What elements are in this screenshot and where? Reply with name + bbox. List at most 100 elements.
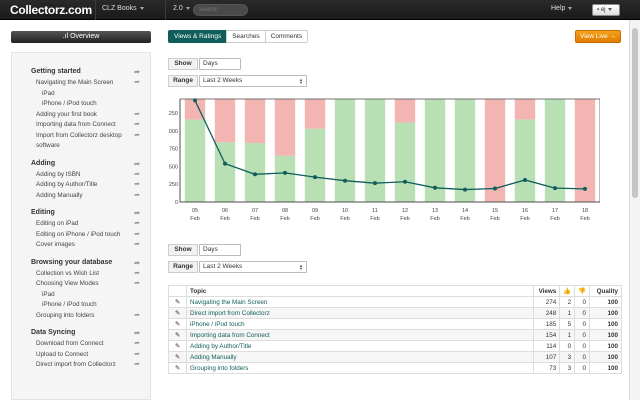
sidebar-section-title[interactable]: Getting started ➦	[12, 68, 150, 76]
tab-searches[interactable]: Searches	[226, 30, 266, 43]
share-arrow-icon[interactable]: ➦	[134, 340, 140, 347]
views-point[interactable]	[313, 175, 317, 180]
sidebar-item[interactable]: Importing data from Connect ➦	[12, 120, 150, 131]
edit-pencil-icon[interactable]: ✎	[168, 307, 187, 319]
sidebar-item[interactable]: iPad	[12, 290, 150, 301]
show-select[interactable]: Days	[199, 244, 241, 256]
negative-bar[interactable]	[184, 99, 206, 120]
sidebar-section-title[interactable]: Browsing your database ➦	[12, 259, 150, 267]
table-row[interactable]: ✎ iPhone / iPod touch 185 5 0 100	[168, 318, 622, 330]
positive-bar[interactable]	[514, 119, 536, 202]
negative-bar[interactable]	[514, 99, 536, 120]
share-arrow-icon[interactable]: ➦	[134, 110, 140, 118]
views-point[interactable]	[463, 187, 467, 192]
topic-cell[interactable]: Importing data from Connect	[185, 329, 535, 341]
views-point[interactable]	[223, 161, 227, 166]
views-point[interactable]	[283, 170, 287, 175]
help-dropdown[interactable]: Help	[551, 5, 573, 12]
share-arrow-icon[interactable]: ➦	[134, 230, 140, 238]
negative-bar[interactable]	[394, 99, 416, 123]
table-row[interactable]: ✎ Navigating the Main Screen 274 2 0 100	[168, 296, 622, 308]
sidebar-item[interactable]: iPhone / iPod touch	[12, 300, 150, 311]
share-arrow-icon[interactable]: ➦	[134, 269, 140, 277]
edit-pencil-icon[interactable]: ✎	[168, 340, 187, 352]
positive-bar[interactable]	[394, 122, 416, 202]
views-point[interactable]	[433, 185, 437, 190]
share-arrow-icon[interactable]: ➦	[134, 79, 140, 86]
views-point[interactable]	[523, 177, 527, 182]
share-arrow-icon[interactable]: ➦	[134, 170, 140, 178]
views-column-header[interactable]: Views	[533, 285, 561, 297]
version-dropdown[interactable]: 2.0	[173, 5, 190, 12]
views-point[interactable]	[373, 181, 377, 186]
negative-bar[interactable]	[274, 99, 296, 156]
views-point[interactable]	[343, 178, 347, 183]
share-arrow-icon[interactable]: ➦	[134, 241, 140, 248]
views-point[interactable]	[583, 186, 587, 191]
share-arrow-icon[interactable]: ➦	[134, 259, 140, 267]
share-arrow-icon[interactable]: ➦	[134, 160, 140, 168]
sidebar-item[interactable]: Upload to Connect ➦	[12, 350, 150, 361]
share-arrow-icon[interactable]: ➦	[134, 311, 140, 319]
search-input[interactable]	[193, 4, 248, 16]
sidebar-item[interactable]: Grouping into folders ➦	[12, 311, 150, 322]
thumbs-up-icon[interactable]: 👍	[559, 285, 576, 297]
edit-pencil-icon[interactable]: ✎	[168, 318, 187, 330]
range-select[interactable]: Last 2 Weeks ▲ ▼	[199, 261, 307, 273]
sidebar-item[interactable]: Adding by Author/Title ➦	[12, 180, 150, 191]
sidebar-item[interactable]: iPhone / iPod touch	[12, 99, 150, 110]
sidebar-item[interactable]: Import from Collectorz desktop software ➦	[12, 131, 150, 152]
topic-cell[interactable]: iPhone / iPod touch	[185, 318, 535, 330]
sidebar-item[interactable]: Editing on iPad ➦	[12, 219, 150, 230]
sidebar-item[interactable]: Navigating the Main Screen ➦	[12, 78, 150, 89]
share-arrow-icon[interactable]: ➦	[134, 191, 140, 199]
edit-pencil-icon[interactable]: ✎	[168, 329, 187, 341]
share-arrow-icon[interactable]: ➦	[134, 181, 140, 188]
positive-bar[interactable]	[274, 155, 296, 202]
views-point[interactable]	[493, 186, 497, 191]
positive-bar[interactable]	[304, 128, 326, 202]
thumbs-down-icon[interactable]: 👎	[574, 285, 590, 297]
sidebar-section-title[interactable]: Data Syncing ➦	[12, 329, 150, 337]
sidebar-item[interactable]: Editing on iPhone / iPod touch ➦	[12, 230, 150, 241]
table-row[interactable]: ✎ Grouping into folders 73 3 0 100	[168, 362, 622, 374]
sidebar-item[interactable]: iPad	[12, 89, 150, 100]
sidebar-item[interactable]: Collection vs Wish List ➦	[12, 269, 150, 280]
view-live-button[interactable]: View Live →	[575, 30, 621, 43]
scrollbar-thumb[interactable]	[632, 28, 638, 198]
table-row[interactable]: ✎ Importing data from Connect 154 1 0 100	[168, 329, 622, 341]
sidebar-item[interactable]: Adding by ISBN ➦	[12, 170, 150, 181]
negative-bar[interactable]	[484, 99, 506, 202]
share-arrow-icon[interactable]: ➦	[134, 69, 140, 76]
share-arrow-icon[interactable]: ➦	[134, 121, 140, 128]
range-select[interactable]: Last 2 Weeks ▲ ▼	[199, 75, 307, 87]
user-menu-button[interactable]: ▪ ej	[592, 4, 620, 16]
negative-bar[interactable]	[574, 99, 596, 202]
edit-pencil-icon[interactable]: ✎	[168, 351, 187, 363]
share-arrow-icon[interactable]: ➦	[134, 330, 140, 337]
views-point[interactable]	[193, 98, 197, 103]
positive-bar[interactable]	[454, 99, 476, 202]
views-point[interactable]	[403, 179, 407, 184]
topic-cell[interactable]: Adding by Author/Title	[185, 340, 535, 352]
page-scrollbar[interactable]	[629, 20, 640, 400]
share-arrow-icon[interactable]: ➦	[134, 210, 140, 217]
views-point[interactable]	[553, 186, 557, 191]
overview-button[interactable]: .ıl Overview	[11, 31, 151, 43]
share-arrow-icon[interactable]: ➦	[134, 350, 140, 358]
table-row[interactable]: ✎ Adding by Author/Title 114 0 0 100	[168, 340, 622, 352]
brand-logo[interactable]: Collectorz.com	[10, 3, 92, 17]
negative-bar[interactable]	[214, 99, 236, 143]
positive-bar[interactable]	[424, 99, 446, 202]
topic-cell[interactable]: Adding Manually	[185, 351, 535, 363]
sidebar-item[interactable]: Download from Connect ➦	[12, 339, 150, 350]
tab-views-ratings[interactable]: Views & Ratings	[168, 30, 228, 43]
positive-bar[interactable]	[364, 99, 386, 202]
positive-bar[interactable]	[544, 99, 566, 202]
positive-bar[interactable]	[184, 119, 206, 202]
show-select[interactable]: Days	[199, 58, 241, 70]
edit-pencil-icon[interactable]: ✎	[168, 362, 187, 374]
sidebar-item[interactable]: Direct import from Collectorz ➦	[12, 360, 150, 371]
table-row[interactable]: ✎ Adding Manually 107 3 0 100	[168, 351, 622, 363]
sidebar-item[interactable]: Adding Manually ➦	[12, 191, 150, 202]
